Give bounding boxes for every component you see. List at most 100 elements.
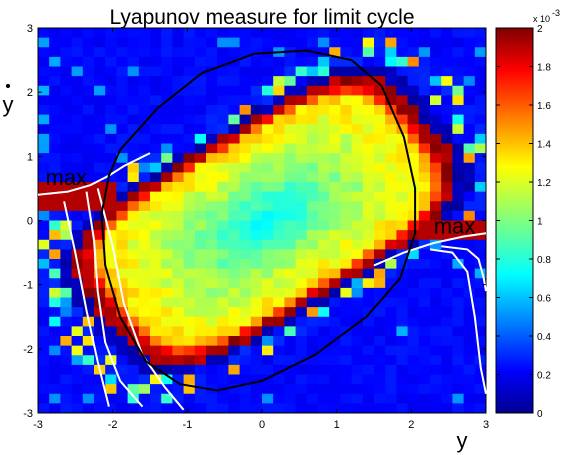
heatmap-cell <box>273 76 285 87</box>
y-tick-label: 1 <box>27 151 33 163</box>
heatmap-cell <box>138 76 151 87</box>
heatmap-cell <box>206 220 218 231</box>
heatmap-cell <box>295 37 308 48</box>
heatmap-cell <box>441 220 453 231</box>
heatmap-cell <box>206 172 218 183</box>
heatmap-cell <box>295 162 308 173</box>
heatmap-cell <box>318 239 330 250</box>
heatmap-cell <box>362 47 375 58</box>
heatmap-cell <box>306 393 319 404</box>
heatmap-cell <box>441 307 453 318</box>
heatmap-cell <box>441 95 453 106</box>
heatmap-cell <box>183 230 196 241</box>
heatmap-cell <box>362 210 375 221</box>
heatmap-cell <box>206 297 218 308</box>
heatmap-cell <box>250 191 263 202</box>
heatmap-cell <box>138 316 151 327</box>
heatmap-cell <box>318 326 330 337</box>
heatmap-cell <box>329 172 341 183</box>
heatmap-cell <box>385 76 397 87</box>
heatmap-cell <box>418 230 431 241</box>
heatmap-cell <box>407 336 420 347</box>
heatmap-cell <box>183 220 196 231</box>
heatmap-cell <box>49 287 61 298</box>
heatmap-cell <box>262 287 274 298</box>
heatmap-cell <box>250 162 263 173</box>
heatmap-cell <box>306 76 319 87</box>
heatmap-cell <box>105 374 117 385</box>
heatmap-cell <box>407 47 420 58</box>
heatmap-cell <box>71 182 84 193</box>
heatmap-cell <box>262 355 274 366</box>
heatmap-cell <box>127 239 140 250</box>
heatmap-cell <box>250 182 263 193</box>
heatmap-cell <box>228 249 240 260</box>
heatmap-cell <box>463 201 476 212</box>
heatmap-cell <box>82 278 95 289</box>
heatmap-cell <box>217 220 229 231</box>
heatmap-cell <box>217 259 229 270</box>
colorbar-tick-label: 1 <box>537 217 543 228</box>
heatmap-cell <box>228 239 240 250</box>
heatmap-cell <box>183 210 196 221</box>
heatmap-cell <box>273 249 285 260</box>
heatmap-cell <box>239 336 252 347</box>
heatmap-cell <box>60 47 72 58</box>
heatmap-cell <box>362 85 375 96</box>
heatmap-cell <box>206 364 218 375</box>
heatmap-cell <box>385 95 397 106</box>
heatmap-cell <box>116 172 128 183</box>
heatmap-cell <box>250 278 263 289</box>
heatmap-cell <box>161 191 173 202</box>
heatmap-cell <box>161 345 173 356</box>
heatmap-cell <box>172 297 184 308</box>
heatmap-cell <box>474 133 487 144</box>
heatmap-cell <box>306 297 319 308</box>
heatmap-cell <box>82 336 95 347</box>
heatmap-cell <box>418 143 431 154</box>
colorbar-tick-label: 0.8 <box>537 255 551 266</box>
heatmap-cell <box>194 191 207 202</box>
heatmap-cell <box>273 316 285 327</box>
heatmap-cell <box>150 316 162 327</box>
heatmap-cell <box>150 230 162 241</box>
heatmap-cell <box>150 259 162 270</box>
heatmap-cell <box>284 95 296 106</box>
heatmap-cell <box>82 384 95 395</box>
heatmap-cell <box>340 133 352 144</box>
heatmap-cell <box>161 307 173 318</box>
heatmap-cell <box>94 114 106 125</box>
heatmap-cell <box>306 355 319 366</box>
heatmap-cell <box>60 95 72 106</box>
x-tick-label: -2 <box>108 419 118 431</box>
heatmap-cell <box>329 133 341 144</box>
heatmap-cell <box>194 105 207 116</box>
heatmap-cell <box>396 297 408 308</box>
heatmap-cell <box>340 268 352 279</box>
heatmap-cell <box>351 249 364 260</box>
heatmap-cell <box>116 76 128 87</box>
heatmap-cell <box>150 403 162 414</box>
heatmap-cell <box>127 114 140 125</box>
heatmap-cell <box>105 37 117 48</box>
heatmap-cell <box>239 287 252 298</box>
heatmap-cell <box>474 307 487 318</box>
heatmap-cell <box>340 182 352 193</box>
heatmap-cell <box>82 124 95 135</box>
heatmap-cell <box>407 95 420 106</box>
heatmap-cell <box>351 153 364 164</box>
heatmap-cell <box>362 287 375 298</box>
heatmap-cell <box>418 124 431 135</box>
heatmap-cell <box>295 239 308 250</box>
heatmap-cell <box>94 143 106 154</box>
heatmap-cell <box>172 364 184 375</box>
heatmap-cell <box>329 364 341 375</box>
heatmap-cell <box>38 364 50 375</box>
heatmap-cell <box>150 191 162 202</box>
heatmap-cell <box>194 37 207 48</box>
heatmap-cell <box>441 124 453 135</box>
heatmap-cell <box>385 403 397 414</box>
heatmap-cell <box>396 105 408 116</box>
heatmap-cell <box>138 374 151 385</box>
heatmap-cell <box>362 316 375 327</box>
